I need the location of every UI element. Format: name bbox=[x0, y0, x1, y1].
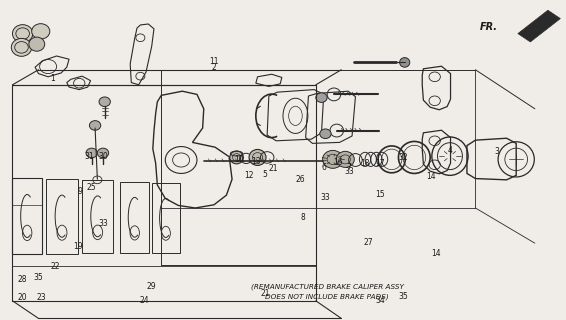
Text: 35: 35 bbox=[33, 273, 44, 282]
Text: 32: 32 bbox=[398, 153, 408, 162]
Text: 15: 15 bbox=[375, 190, 385, 199]
Text: 13: 13 bbox=[251, 157, 261, 166]
Text: 8: 8 bbox=[301, 213, 305, 222]
Text: DOES NOT INCLUDE BRAKE PADS): DOES NOT INCLUDE BRAKE PADS) bbox=[265, 294, 389, 300]
Ellipse shape bbox=[29, 37, 45, 51]
Text: 18: 18 bbox=[361, 159, 370, 168]
Ellipse shape bbox=[316, 93, 327, 102]
Text: 19: 19 bbox=[73, 242, 83, 251]
Text: 21: 21 bbox=[269, 164, 278, 173]
Ellipse shape bbox=[230, 151, 243, 164]
Text: 25: 25 bbox=[87, 183, 97, 192]
Text: 9: 9 bbox=[78, 187, 83, 196]
Text: 22: 22 bbox=[50, 262, 59, 271]
Text: 27: 27 bbox=[363, 238, 373, 247]
Text: 10: 10 bbox=[234, 155, 244, 164]
Text: FR.: FR. bbox=[480, 22, 498, 32]
Text: 2: 2 bbox=[212, 63, 216, 72]
Ellipse shape bbox=[11, 38, 32, 56]
Text: 20: 20 bbox=[18, 293, 28, 302]
Text: 24: 24 bbox=[139, 296, 149, 305]
Ellipse shape bbox=[400, 58, 410, 67]
Text: 29: 29 bbox=[147, 282, 157, 291]
Ellipse shape bbox=[12, 25, 33, 43]
Text: 4: 4 bbox=[448, 146, 452, 155]
Text: 33: 33 bbox=[98, 219, 109, 228]
Text: 12: 12 bbox=[245, 171, 254, 180]
Text: 1: 1 bbox=[50, 74, 55, 83]
Ellipse shape bbox=[32, 24, 50, 39]
Ellipse shape bbox=[99, 97, 110, 107]
Ellipse shape bbox=[249, 149, 266, 165]
Text: 11: 11 bbox=[209, 57, 218, 66]
Text: 30: 30 bbox=[98, 152, 109, 161]
Ellipse shape bbox=[323, 150, 343, 168]
Text: 16: 16 bbox=[333, 158, 343, 167]
Text: 31: 31 bbox=[84, 152, 95, 161]
Text: (REMANUFACTURED BRAKE CALIPER ASSY: (REMANUFACTURED BRAKE CALIPER ASSY bbox=[251, 283, 404, 290]
Text: 23: 23 bbox=[36, 293, 46, 302]
Ellipse shape bbox=[336, 151, 354, 167]
Text: 33: 33 bbox=[344, 167, 354, 176]
Text: 14: 14 bbox=[426, 172, 436, 181]
Text: 34: 34 bbox=[375, 296, 385, 305]
Text: 21: 21 bbox=[260, 289, 269, 298]
Text: 17: 17 bbox=[375, 159, 385, 168]
Polygon shape bbox=[518, 10, 560, 42]
Ellipse shape bbox=[86, 148, 97, 158]
Text: 28: 28 bbox=[18, 275, 27, 284]
Ellipse shape bbox=[320, 129, 331, 139]
Text: 26: 26 bbox=[295, 175, 305, 184]
Ellipse shape bbox=[97, 148, 109, 158]
Text: 6: 6 bbox=[321, 163, 326, 172]
Text: 33: 33 bbox=[320, 193, 331, 202]
Text: 5: 5 bbox=[263, 170, 267, 179]
Text: 7: 7 bbox=[347, 163, 351, 172]
Text: 3: 3 bbox=[495, 148, 499, 156]
Ellipse shape bbox=[89, 121, 101, 130]
Text: 14: 14 bbox=[431, 249, 441, 258]
Text: 35: 35 bbox=[398, 292, 408, 301]
